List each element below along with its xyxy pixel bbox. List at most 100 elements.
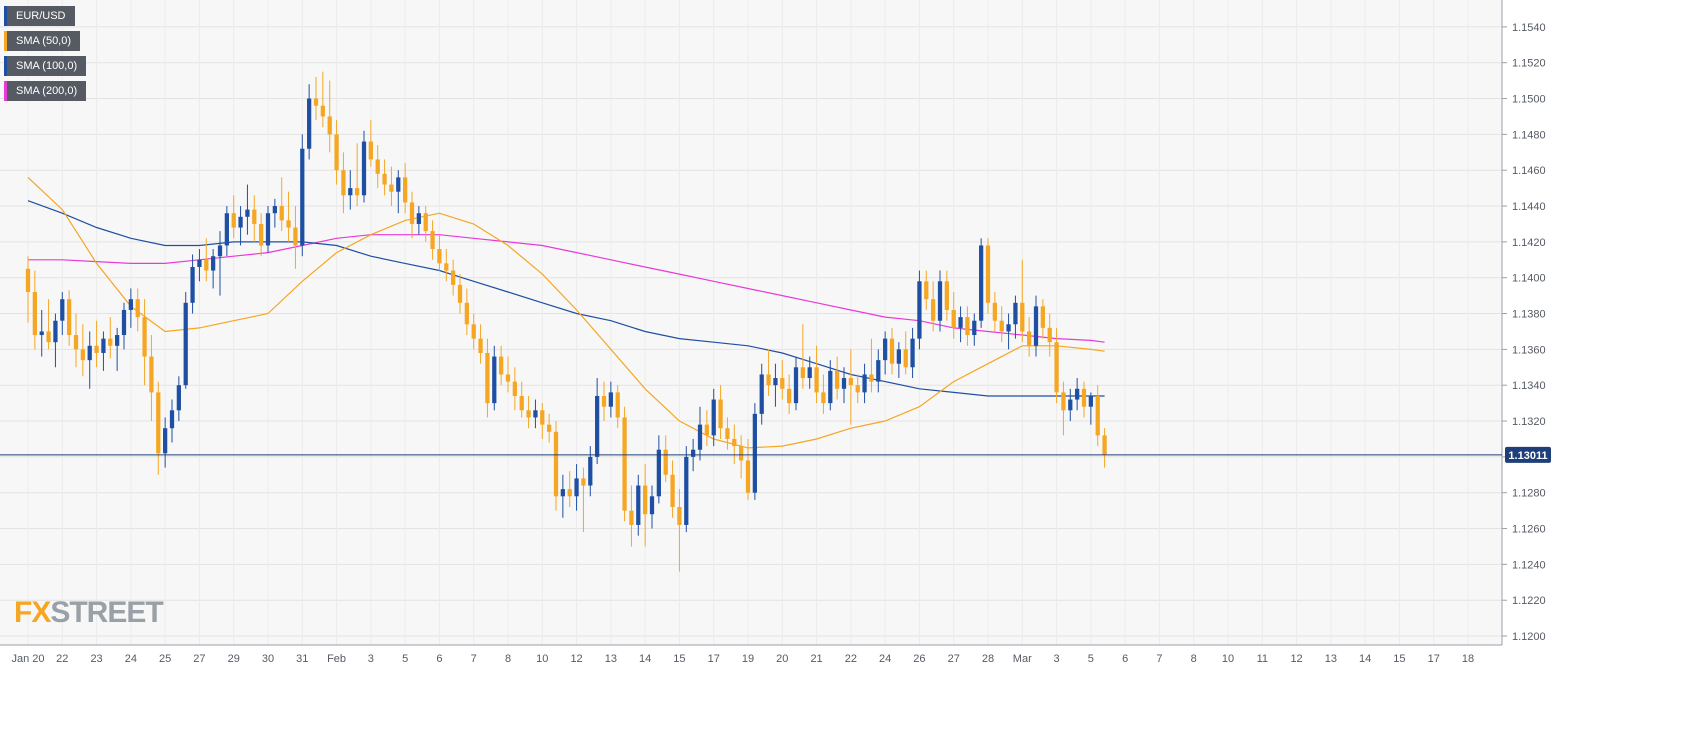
candle-bearish <box>787 388 792 404</box>
candle-bearish <box>869 374 874 382</box>
x-tick-label: 22 <box>845 653 857 665</box>
x-tick-label: 10 <box>1222 653 1234 665</box>
y-tick-label: 1.1340 <box>1512 380 1546 392</box>
x-tick-label: Mar <box>1013 653 1032 665</box>
legend-item-sma200[interactable]: SMA (200,0) <box>4 81 87 101</box>
legend-item-sma50[interactable]: SMA (50,0) <box>4 31 81 51</box>
candle-bearish <box>848 378 853 386</box>
candle-bearish <box>766 374 771 386</box>
candle-bullish <box>759 374 764 414</box>
candle-bullish <box>128 299 133 310</box>
candle-bearish <box>704 424 709 436</box>
legend-swatch-sma50 <box>4 31 7 51</box>
candle-bullish <box>684 456 689 525</box>
candle-bullish <box>711 399 716 436</box>
candle-bearish <box>252 209 257 224</box>
candle-bullish <box>87 345 92 361</box>
legend-label-sma200: SMA (200,0) <box>16 85 78 97</box>
candle-bullish <box>361 141 367 196</box>
candle-bearish <box>526 410 531 418</box>
x-tick-label: 23 <box>90 653 102 665</box>
candle-bearish <box>259 223 264 246</box>
candle-bearish <box>835 370 840 389</box>
x-tick-label: Jan 20 <box>11 653 44 665</box>
y-tick-label: 1.1400 <box>1512 273 1546 285</box>
candle-bearish <box>512 381 517 396</box>
candle-bullish <box>574 478 579 497</box>
candle-bullish <box>416 213 421 224</box>
candle-bullish <box>39 331 44 336</box>
candle-bearish <box>320 105 325 117</box>
candle-bearish <box>903 349 908 368</box>
candle-bearish <box>46 331 51 343</box>
candle-bullish <box>211 256 216 271</box>
candle-bullish <box>245 209 250 217</box>
chart-legend: EUR/USD SMA (50,0) SMA (100,0) SMA (200,… <box>4 6 87 106</box>
candle-bullish <box>176 385 181 411</box>
candle-bearish <box>135 299 140 318</box>
x-tick-label: 3 <box>368 653 374 665</box>
candle-bearish <box>505 374 511 382</box>
legend-swatch-sma200 <box>4 81 7 101</box>
candle-bullish <box>265 213 271 246</box>
candle-bearish <box>355 188 360 196</box>
candle-bearish <box>581 478 586 486</box>
candle-bearish <box>313 98 319 106</box>
y-tick-label: 1.1260 <box>1512 524 1546 536</box>
candle-bearish <box>1054 342 1059 393</box>
x-tick-label: 27 <box>193 653 205 665</box>
candle-bullish <box>238 216 243 228</box>
y-tick-label: 1.1540 <box>1512 22 1546 34</box>
candle-bearish <box>80 349 85 361</box>
candle-bullish <box>896 349 901 364</box>
legend-swatch-eurusd <box>4 6 7 26</box>
y-tick-label: 1.1520 <box>1512 58 1546 70</box>
candle-bearish <box>204 259 209 271</box>
candle-bullish <box>691 449 696 457</box>
candle-bullish <box>197 259 202 267</box>
x-tick-label: 7 <box>471 653 477 665</box>
candle-bearish <box>382 173 387 185</box>
candle-bearish <box>108 338 113 346</box>
candle-bullish <box>60 299 65 321</box>
candle-bullish <box>883 338 888 361</box>
candle-bullish <box>348 188 353 196</box>
y-tick-label: 1.1420 <box>1512 237 1546 249</box>
candle-bullish <box>396 177 401 192</box>
candle-bearish <box>142 317 147 357</box>
candle-bearish <box>499 356 504 375</box>
candle-bullish <box>1006 324 1011 332</box>
candle-bullish <box>1068 399 1073 411</box>
candle-bearish <box>444 263 449 271</box>
x-tick-label: 24 <box>879 653 891 665</box>
candle-bearish <box>1040 306 1045 328</box>
candle-bearish <box>924 281 929 300</box>
candle-bearish <box>341 170 346 196</box>
candle-bullish <box>910 338 915 368</box>
candle-bearish <box>1020 302 1025 332</box>
candle-bullish <box>183 302 188 386</box>
candle-bearish <box>327 116 332 135</box>
candle-bearish <box>718 399 723 429</box>
candle-bearish <box>67 299 72 336</box>
legend-item-eurusd[interactable]: EUR/USD <box>4 6 75 26</box>
candle-bearish <box>409 202 415 224</box>
x-tick-label: 26 <box>913 653 925 665</box>
legend-item-sma100[interactable]: SMA (100,0) <box>4 56 87 76</box>
legend-label-sma50: SMA (50,0) <box>16 35 72 47</box>
candle-bearish <box>745 460 751 493</box>
y-tick-label: 1.1280 <box>1512 488 1546 500</box>
x-tick-label: 24 <box>125 653 137 665</box>
candle-bullish <box>862 374 867 393</box>
x-tick-label: 8 <box>1191 653 1197 665</box>
candle-bullish <box>807 367 812 379</box>
candle-bearish <box>1095 395 1100 436</box>
candle-bearish <box>73 335 79 350</box>
candle-bearish <box>670 474 675 508</box>
sma200-line <box>28 234 1105 343</box>
candle-bearish <box>951 309 956 328</box>
candle-bullish <box>876 360 881 382</box>
x-tick-label: 13 <box>605 653 617 665</box>
